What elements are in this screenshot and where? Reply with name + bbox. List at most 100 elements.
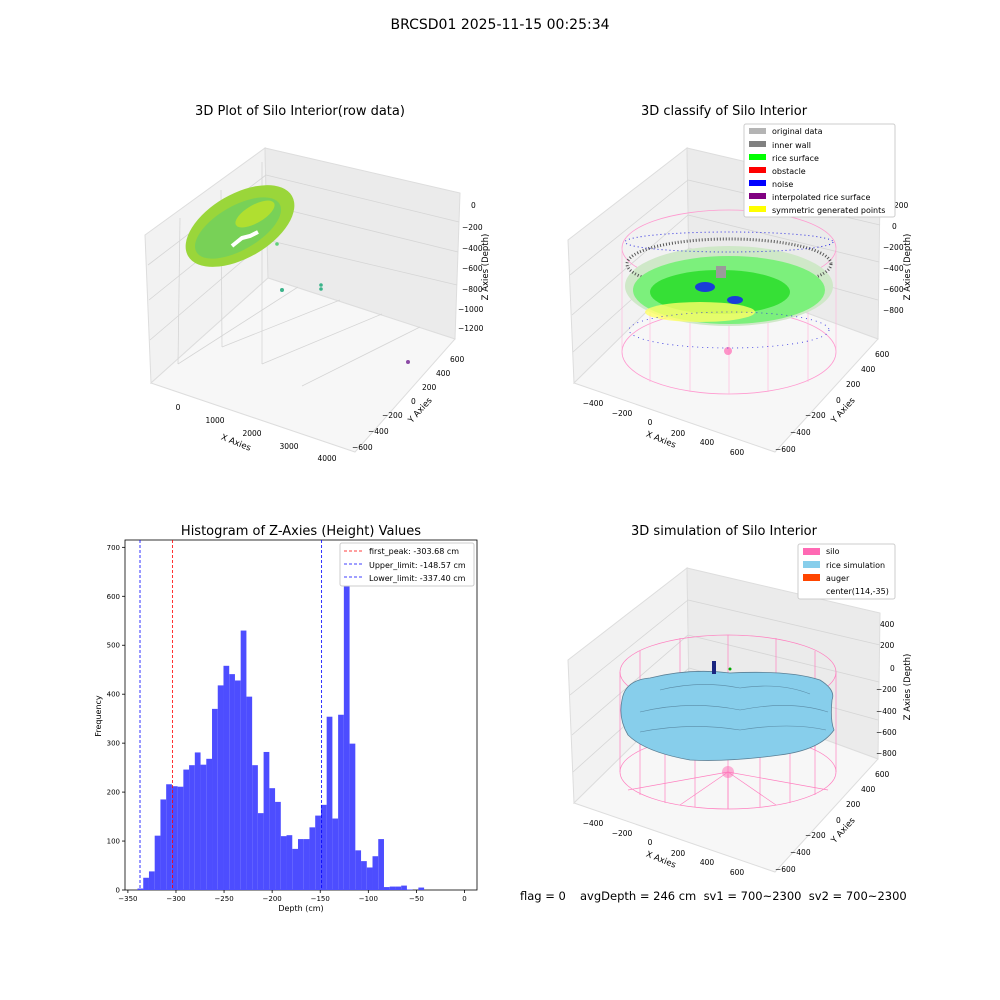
simulation-rice-surface bbox=[620, 670, 835, 761]
classify-ztick: 0 bbox=[892, 222, 897, 231]
histogram-bar bbox=[383, 887, 390, 890]
svg-text:auger: auger bbox=[826, 574, 850, 583]
histogram-bar bbox=[303, 839, 310, 890]
histogram-ytick-label: 700 bbox=[107, 544, 120, 552]
classify-ztick: −800 bbox=[883, 306, 904, 315]
simulation-ytick: 600 bbox=[875, 770, 890, 779]
simulation-ztick: −200 bbox=[876, 685, 897, 694]
histogram-legend-entry: first_peak: -303.68 cm bbox=[344, 547, 459, 556]
raw-ytick: −200 bbox=[382, 411, 403, 420]
raw-xtick: 4000 bbox=[317, 454, 336, 463]
histogram-bar bbox=[315, 815, 321, 890]
classify-xtick: 400 bbox=[700, 438, 715, 447]
histogram-bar bbox=[332, 818, 339, 890]
classify-ytick: −400 bbox=[790, 428, 811, 437]
raw-ytick: −600 bbox=[352, 443, 373, 452]
simulation-xtick: −200 bbox=[612, 829, 633, 838]
simulation-plot-title: 3D simulation of Silo Interior bbox=[631, 524, 817, 539]
histogram-ytick-label: 100 bbox=[107, 838, 120, 846]
histogram-bars bbox=[137, 549, 425, 890]
simulation-y-label: Y Axies bbox=[829, 815, 858, 846]
raw-ytick: 400 bbox=[436, 369, 451, 378]
raw-ytick: 0 bbox=[411, 397, 416, 406]
simulation-y-ticks: 600 400 200 0 −200 −400 −600 bbox=[775, 770, 890, 874]
histogram-bar bbox=[183, 769, 190, 890]
histogram-bar bbox=[148, 871, 155, 890]
raw-ztick: −400 bbox=[462, 244, 483, 253]
raw-xtick: 0 bbox=[176, 403, 181, 412]
histogram-bar bbox=[177, 786, 184, 890]
histogram-ytick-label: 600 bbox=[107, 593, 120, 601]
histogram-bar bbox=[338, 714, 344, 890]
raw-ztick: −800 bbox=[462, 285, 483, 294]
histogram-legend-entry: Upper_limit: -148.57 cm bbox=[344, 561, 466, 570]
raw-ytick: 600 bbox=[450, 355, 465, 364]
histogram-xtick-label: −100 bbox=[359, 895, 378, 903]
simulation-xtick: −400 bbox=[583, 819, 604, 828]
classify-point-cloud bbox=[624, 231, 834, 349]
histogram-legend: first_peak: -303.68 cm Upper_limit: -148… bbox=[339, 542, 475, 587]
simulation-z-label: Z Axies (Depth) bbox=[903, 654, 913, 721]
classify-xtick: −200 bbox=[612, 409, 633, 418]
raw-y-ticks: 600 400 200 0 −200 −400 −600 bbox=[352, 355, 465, 452]
histogram-xtick-label: 0 bbox=[462, 895, 466, 903]
histogram-bar bbox=[223, 665, 230, 890]
histogram-bar bbox=[246, 696, 253, 890]
classify-ztick: −200 bbox=[883, 243, 904, 252]
svg-text:Upper_limit: -148.57 cm: Upper_limit: -148.57 cm bbox=[369, 561, 466, 570]
simulation-legend-entry: auger bbox=[803, 574, 850, 583]
classify-legend-entry: symmetric generated points bbox=[749, 206, 885, 215]
classify-z-ticks: 200 0 −200 −400 −600 −800 bbox=[883, 201, 909, 315]
simulation-ztick: 400 bbox=[880, 620, 895, 629]
svg-text:obstacle: obstacle bbox=[772, 167, 806, 176]
histogram-bar bbox=[206, 758, 213, 890]
classify-x-ticks: −400 −200 0 200 400 600 bbox=[583, 399, 745, 457]
simulation-legend-entry: silo bbox=[803, 547, 840, 556]
classify-ytick: 0 bbox=[836, 396, 841, 405]
raw-xtick: 1000 bbox=[205, 416, 224, 425]
histogram-bar bbox=[200, 764, 207, 890]
histogram-bar bbox=[372, 856, 379, 890]
raw-point-cloud bbox=[185, 185, 410, 364]
histogram-ytick-label: 0 bbox=[116, 887, 120, 895]
simulation-xtick: 200 bbox=[671, 849, 686, 858]
histogram-xtick-label: −300 bbox=[166, 895, 185, 903]
raw-z-label: Z Axies (Depth) bbox=[481, 234, 491, 301]
histogram-bar bbox=[160, 799, 167, 890]
simulation-ytick: −200 bbox=[805, 831, 826, 840]
svg-text:center(114,-35): center(114,-35) bbox=[826, 587, 889, 596]
svg-text:noise: noise bbox=[772, 180, 793, 189]
classify-ytick: 400 bbox=[861, 365, 876, 374]
simulation-ztick: 200 bbox=[880, 641, 895, 650]
histogram-legend-entry: Lower_limit: -337.40 cm bbox=[344, 574, 466, 583]
histogram-bar bbox=[217, 685, 224, 890]
histogram-vlines bbox=[139, 540, 323, 890]
raw-ztick: 0 bbox=[471, 201, 476, 210]
simulation-xtick: 600 bbox=[730, 868, 745, 877]
histogram-bar bbox=[320, 804, 327, 890]
raw-xtick: 2000 bbox=[242, 429, 261, 438]
simulation-legend: silo rice simulation auger center(114,-3… bbox=[797, 543, 896, 600]
histogram-bar bbox=[257, 813, 264, 890]
svg-text:rice simulation: rice simulation bbox=[826, 561, 885, 570]
simulation-x-ticks: −400 −200 0 200 400 600 bbox=[583, 819, 745, 877]
histogram-bar bbox=[343, 549, 350, 890]
classify-ytick: −200 bbox=[805, 411, 826, 420]
simulation-ytick: 200 bbox=[846, 800, 861, 809]
histogram-ytick-label: 500 bbox=[107, 642, 120, 650]
histogram-ytick-label: 300 bbox=[107, 740, 120, 748]
simulation-ztick: −800 bbox=[876, 749, 897, 758]
simulation-ztick: 0 bbox=[890, 664, 895, 673]
simulation-ytick: 0 bbox=[836, 816, 841, 825]
histogram-bar bbox=[366, 867, 373, 890]
classify-legend-entry: interpolated rice surface bbox=[749, 193, 870, 202]
histogram-bar bbox=[212, 708, 218, 890]
svg-text:inner wall: inner wall bbox=[772, 141, 811, 150]
histogram-xtick-label: −250 bbox=[214, 895, 233, 903]
classify-xtick: 0 bbox=[648, 418, 653, 427]
histogram-bar bbox=[171, 786, 178, 890]
